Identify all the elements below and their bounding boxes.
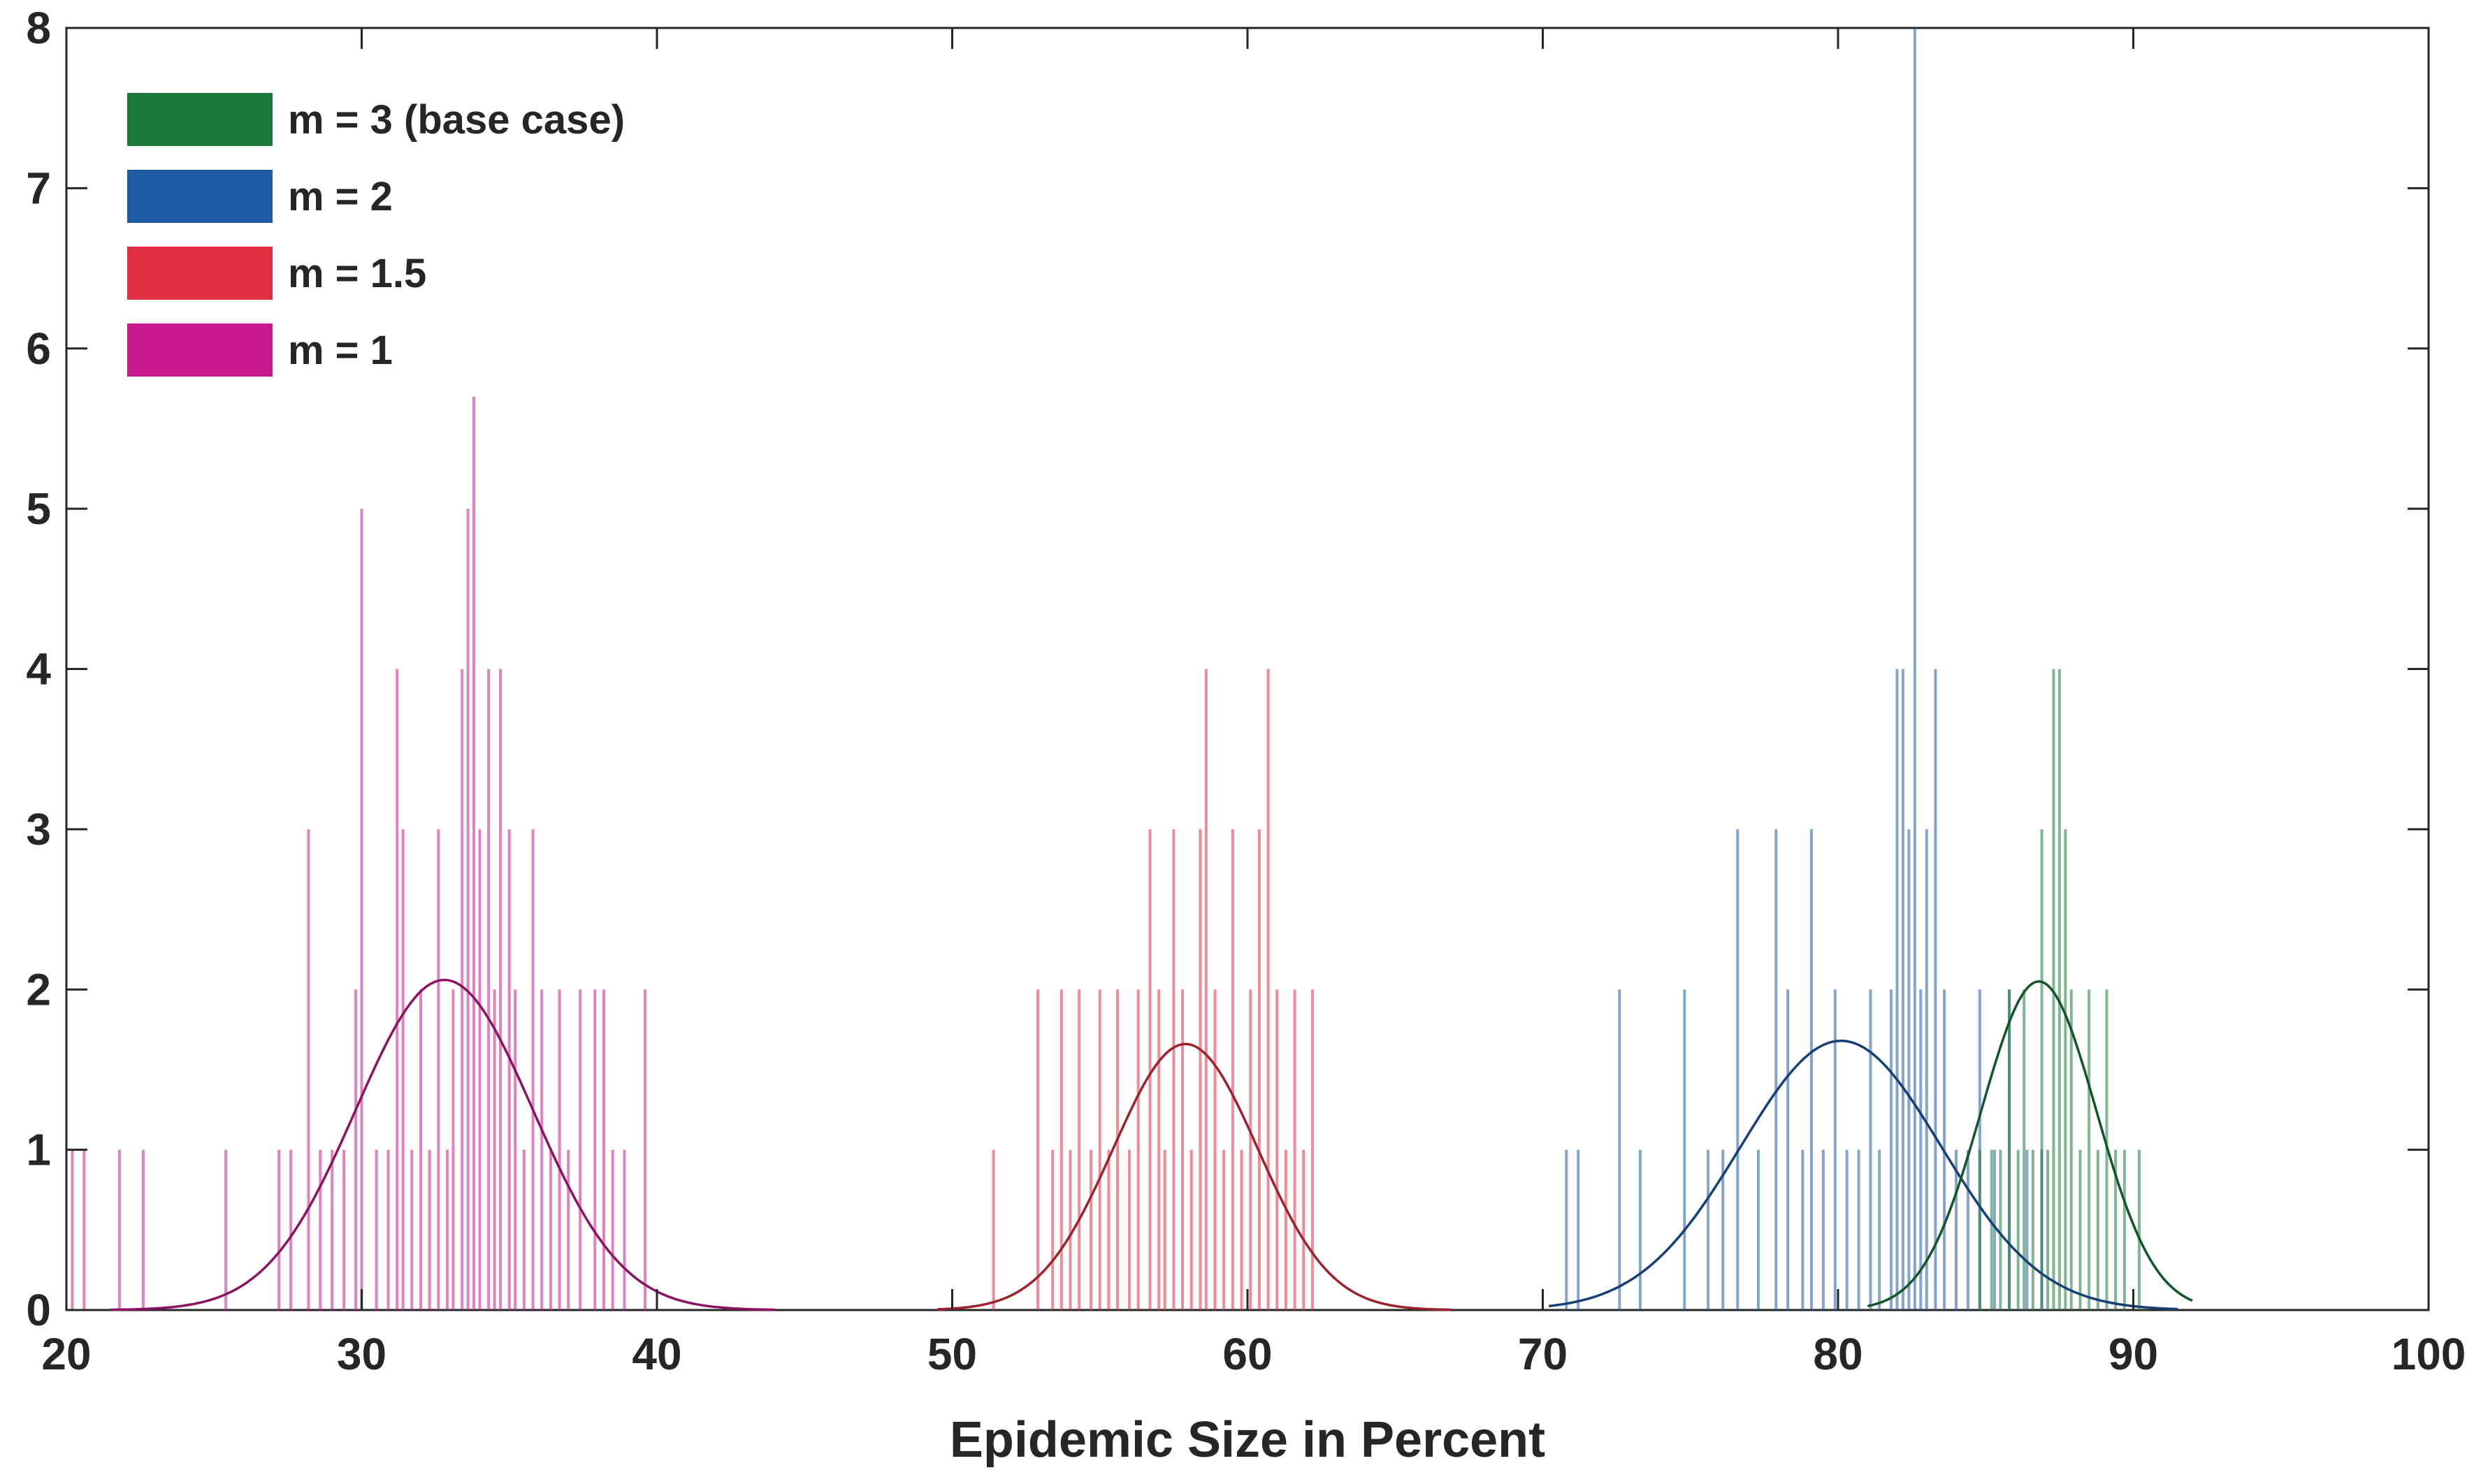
x-tick-label: 100 — [2392, 1329, 2466, 1379]
x-tick-label: 30 — [337, 1329, 386, 1379]
y-tick-label: 4 — [26, 644, 51, 694]
fit-curve — [110, 978, 776, 1311]
y-tick-label: 5 — [26, 483, 51, 534]
x-tick-label: 80 — [1813, 1329, 1862, 1379]
x-axis-label: Epidemic Size in Percent — [950, 1412, 1545, 1468]
x-tick-label: 20 — [41, 1329, 91, 1379]
legend-label: m = 1.5 — [288, 251, 426, 296]
bars-layer — [71, 28, 2141, 1310]
y-tick-label: 0 — [26, 1285, 51, 1335]
legend-label: m = 3 (base case) — [288, 97, 625, 143]
legend-label: m = 1 — [288, 328, 393, 373]
legend-swatch — [127, 170, 273, 223]
y-tick-label: 1 — [26, 1125, 51, 1175]
legend-label: m = 2 — [288, 174, 393, 219]
legend-swatch — [127, 247, 273, 300]
fit-curve — [1548, 1039, 2178, 1311]
legend-swatch — [127, 93, 273, 146]
fit-curve — [937, 1042, 1452, 1311]
x-tick-label: 90 — [2109, 1329, 2158, 1379]
legend: m = 3 (base case) m = 2 m = 1.5 m = 1 — [127, 93, 625, 377]
y-tick-label: 7 — [26, 163, 51, 213]
legend-swatch — [127, 323, 273, 377]
y-tick-label: 6 — [26, 323, 51, 374]
y-tick-label: 3 — [26, 804, 51, 854]
x-tick-label: 40 — [632, 1329, 681, 1379]
x-tick-label: 50 — [927, 1329, 977, 1379]
axes-box — [65, 27, 2430, 1311]
x-tick-label: 60 — [1222, 1329, 1272, 1379]
fit-curve — [1867, 980, 2193, 1308]
y-tick-label: 2 — [26, 964, 51, 1014]
plot-area — [65, 27, 2430, 1311]
tick-labels: 20 30 40 50 60 70 80 90 100 0 1 2 3 4 5 6 7 8 — [26, 3, 2466, 1379]
x-tick-label: 70 — [1518, 1329, 1568, 1379]
y-tick-label: 8 — [26, 3, 51, 53]
ticks-layer — [65, 27, 2430, 1311]
fit-curves-layer — [110, 978, 2193, 1311]
